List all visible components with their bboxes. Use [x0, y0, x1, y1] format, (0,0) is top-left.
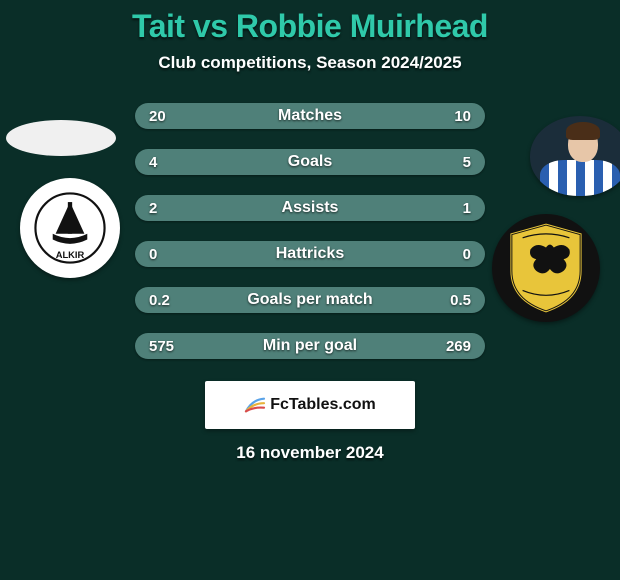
stat-label: Hattricks	[135, 245, 485, 263]
stat-row: 2Assists1	[135, 195, 485, 221]
stat-value-left: 575	[149, 338, 174, 355]
stat-value-left: 2	[149, 200, 157, 217]
comparison-infographic: Tait vs Robbie Muirhead Club competition…	[0, 0, 620, 580]
stat-label: Matches	[135, 107, 485, 125]
stat-value-right: 0	[463, 246, 471, 263]
stat-value-left: 0.2	[149, 292, 170, 309]
stat-value-left: 0	[149, 246, 157, 263]
stat-value-left: 20	[149, 108, 166, 125]
page-title: Tait vs Robbie Muirhead	[0, 0, 620, 45]
attribution-logomark	[244, 396, 266, 414]
stat-label: Assists	[135, 199, 485, 217]
date-stamp: 16 november 2024	[0, 443, 620, 463]
stat-row: 0Hattricks0	[135, 241, 485, 267]
stat-label: Min per goal	[135, 337, 485, 355]
attribution-text: FcTables.com	[270, 396, 376, 414]
subtitle: Club competitions, Season 2024/2025	[0, 53, 620, 73]
stat-row: 0.2Goals per match0.5	[135, 287, 485, 313]
attribution-badge: FcTables.com	[205, 381, 415, 429]
stat-row: 4Goals5	[135, 149, 485, 175]
bars-container: 20Matches104Goals52Assists10Hattricks00.…	[135, 103, 485, 379]
stat-value-right: 10	[454, 108, 471, 125]
stat-value-right: 0.5	[450, 292, 471, 309]
stat-row: 20Matches10	[135, 103, 485, 129]
stat-row: 575Min per goal269	[135, 333, 485, 359]
stat-value-right: 269	[446, 338, 471, 355]
stat-value-left: 4	[149, 154, 157, 171]
stat-label: Goals per match	[135, 291, 485, 309]
stat-value-right: 5	[463, 154, 471, 171]
stats-bars: 20Matches104Goals52Assists10Hattricks00.…	[0, 103, 620, 373]
stat-label: Goals	[135, 153, 485, 171]
attribution-rest: Tables.com	[289, 396, 376, 413]
stat-value-right: 1	[463, 200, 471, 217]
attribution-strong: Fc	[270, 396, 289, 413]
